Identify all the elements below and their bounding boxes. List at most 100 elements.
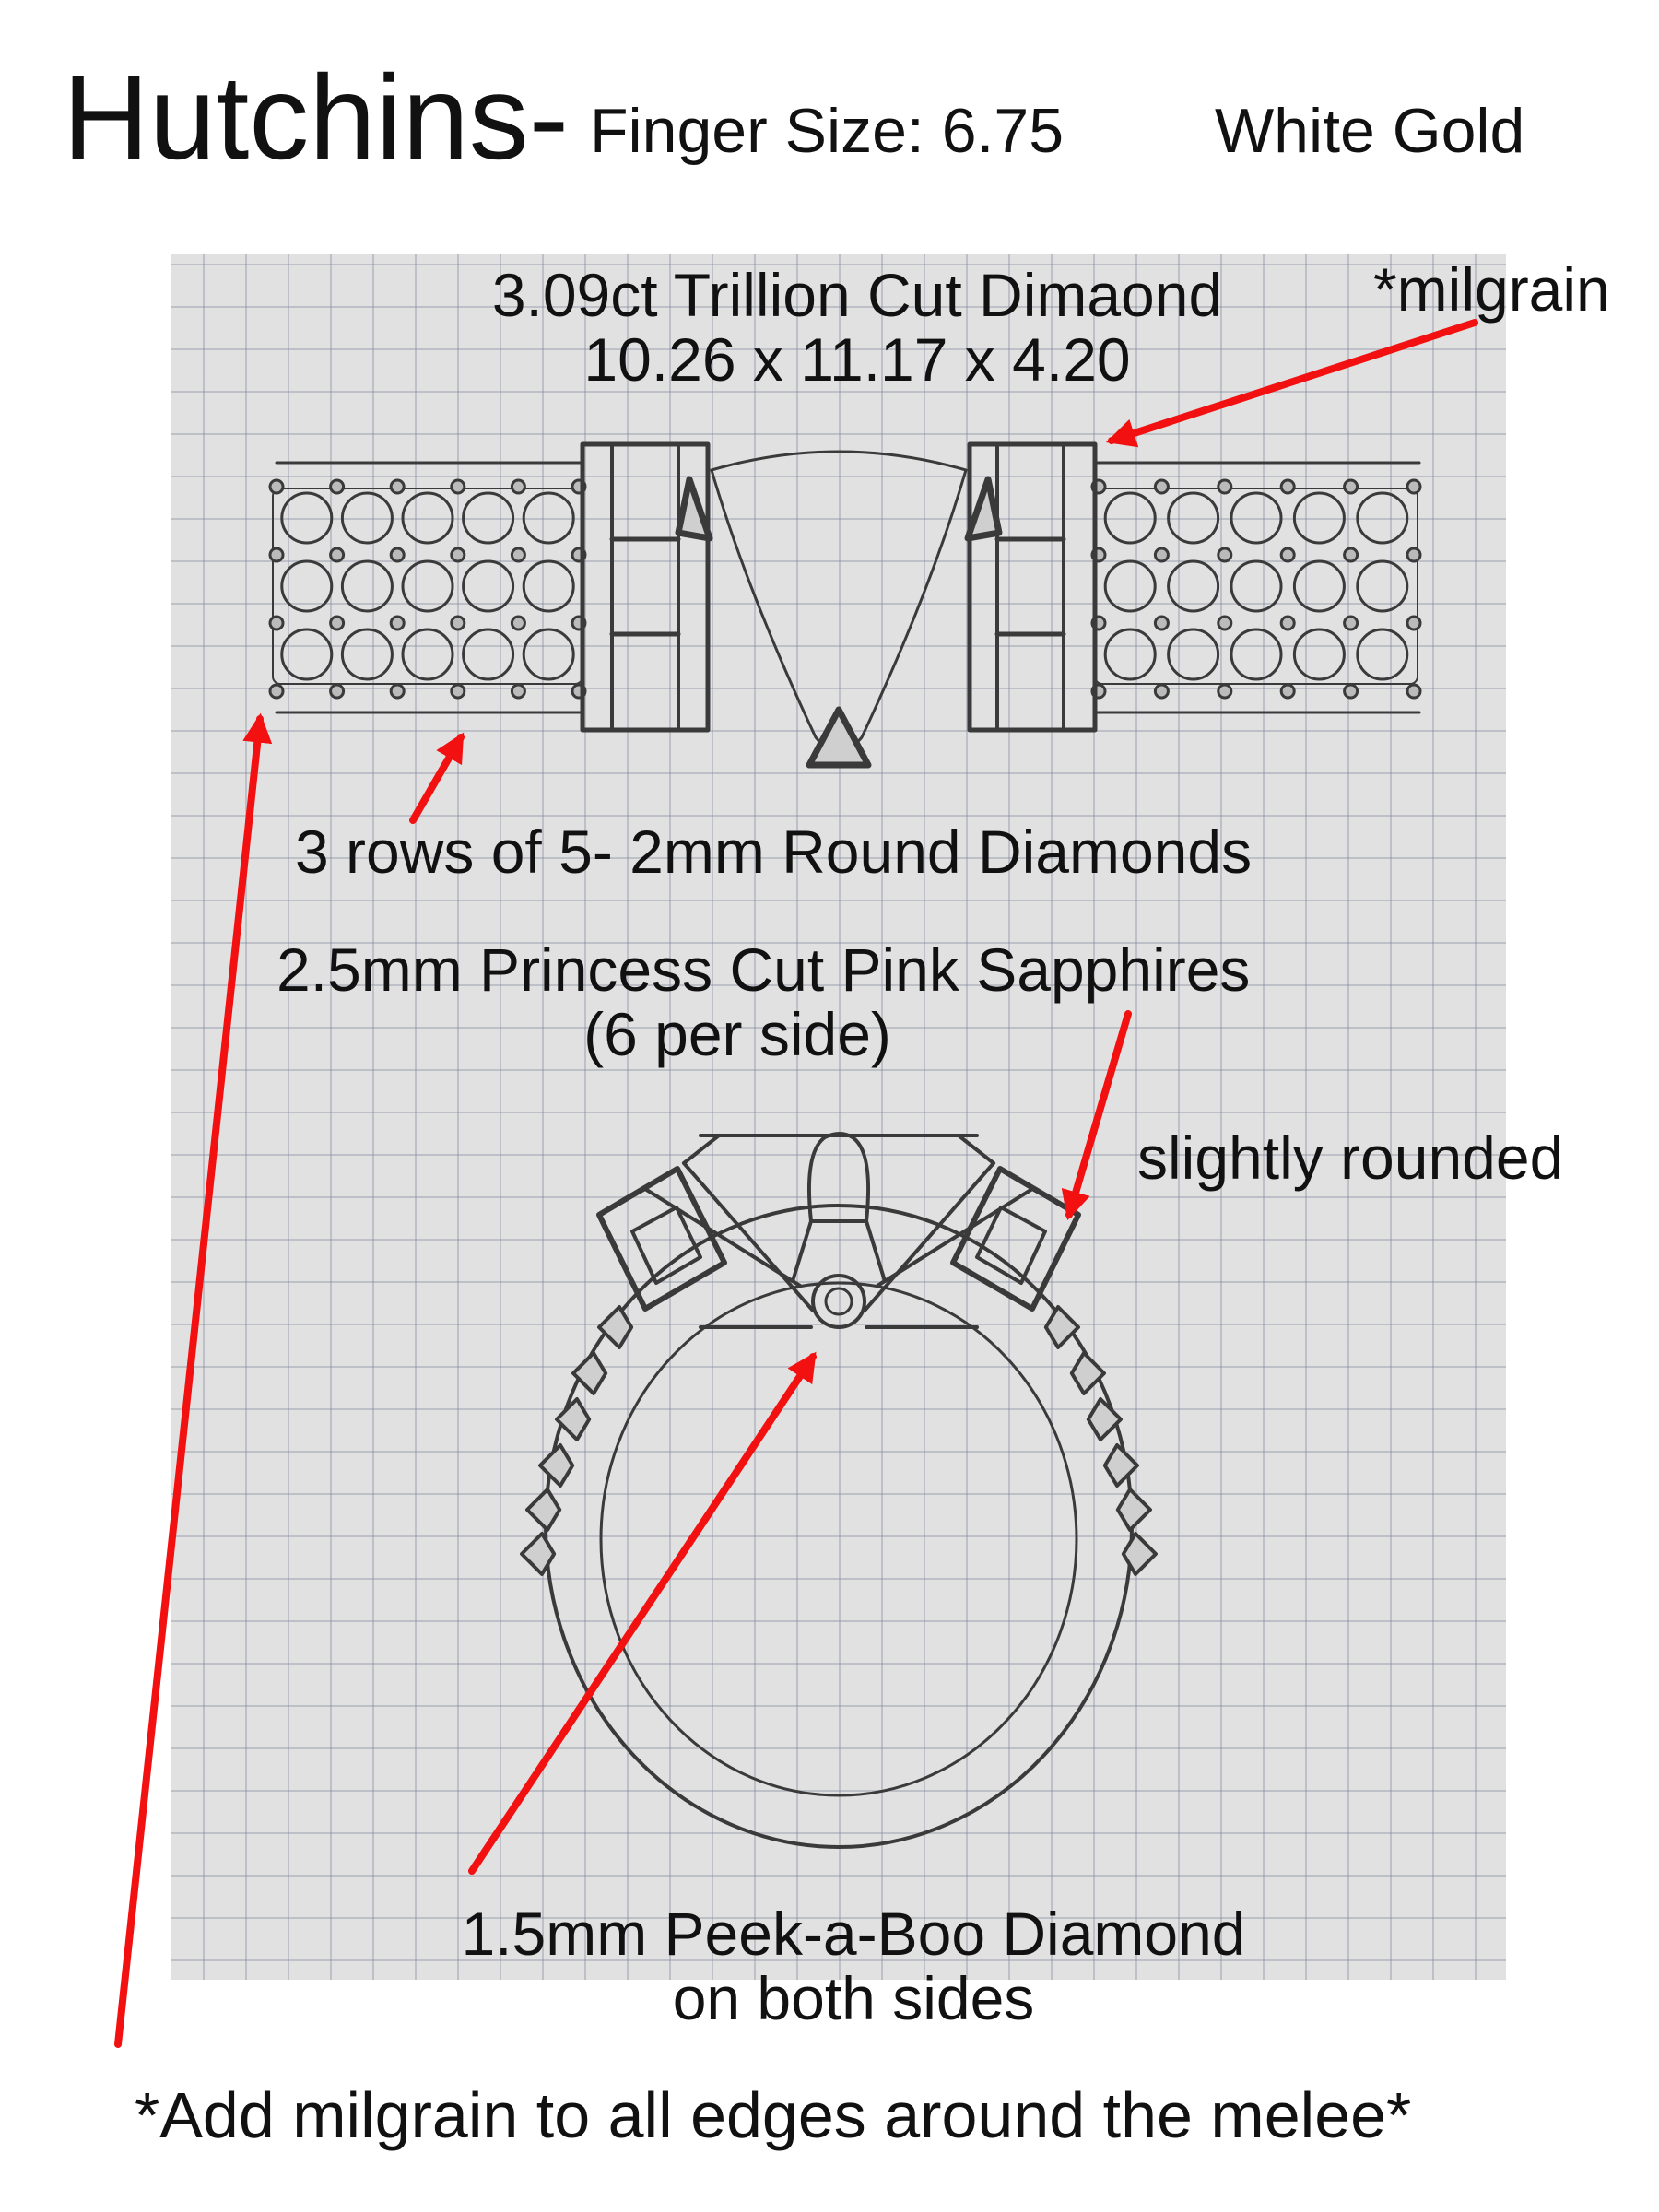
arrow-icon (1061, 1010, 1132, 1221)
milgrain-bead (329, 683, 346, 700)
ring-head (597, 1132, 1080, 1329)
milgrain-bead (1279, 478, 1296, 495)
sapphire-channel-left (580, 441, 711, 733)
side-melee-diamond (538, 1443, 575, 1488)
milgrain-note: *milgrain (1373, 255, 1610, 324)
melee-diamond (522, 628, 575, 681)
milgrain-bead (1406, 615, 1422, 631)
melee-diamond (1356, 559, 1409, 613)
side-sapphire-left (596, 1166, 727, 1312)
melee-diamond (401, 628, 454, 681)
shape-note: slightly rounded (1137, 1124, 1564, 1192)
side-melee-diamond (525, 1488, 562, 1532)
side-melee-diamond (1121, 1532, 1158, 1576)
side-melee-diamond (571, 1351, 608, 1395)
side-melee-diamond (1115, 1488, 1152, 1532)
melee-diamond (1103, 559, 1157, 613)
sapphire-line-1: 2.5mm Princess Cut Pink Sapphires (276, 935, 1251, 1004)
arrow-icon (1105, 319, 1478, 448)
milgrain-bead (329, 547, 346, 563)
melee-diamond (1167, 628, 1220, 681)
center-stone-line-1: 3.09ct Trillion Cut Dimaond (491, 261, 1223, 329)
ring-side-view-sketch (520, 1132, 1158, 1849)
milgrain-bead (450, 547, 466, 563)
milgrain-bead (1406, 683, 1422, 700)
side-melee-diamond (555, 1397, 592, 1441)
sapphire-channel-right (967, 441, 1098, 733)
side-melee-diamond (1043, 1305, 1080, 1349)
melee-diamond (1103, 491, 1157, 545)
milgrain-bead (450, 615, 466, 631)
finger-size: Finger Size: 6.75 (590, 96, 1065, 166)
arrow-icon (468, 1351, 817, 1875)
annotation-arrows (114, 319, 1478, 2048)
melee-diamond (280, 491, 334, 545)
ring-inner-band (599, 1281, 1078, 1797)
side-melee-diamond (1069, 1351, 1106, 1395)
milgrain-bead (389, 478, 406, 495)
melee-diamond (462, 491, 515, 545)
center-stone-line-2: 10.26 x 11.17 x 4.20 (583, 324, 1131, 394)
milgrain-bead (1279, 683, 1296, 700)
melee-diamond (1292, 628, 1346, 681)
melee-diamond (1292, 491, 1346, 545)
arrow-icon (409, 732, 465, 824)
melee-diamond (1103, 628, 1157, 681)
milgrain-bead (510, 547, 526, 563)
side-melee-diamond (1102, 1443, 1139, 1488)
center-stone-note: 3.09ct Trillion Cut Dimaond 10.26 x 11.1… (396, 261, 1318, 394)
melee-diamond (522, 559, 575, 613)
melee-diamond (401, 559, 454, 613)
melee-panel-left (268, 478, 587, 700)
milgrain-bead (1153, 683, 1170, 700)
milgrain-bead (268, 615, 285, 631)
melee-diamond (401, 491, 454, 545)
milgrain-bead (389, 683, 406, 700)
melee-diamond (462, 559, 515, 613)
milgrain-bead (1217, 683, 1233, 700)
milgrain-bead (1279, 547, 1296, 563)
sapphire-note: 2.5mm Princess Cut Pink Sapphires (6 per… (276, 935, 1251, 1068)
arrow-icon (114, 712, 273, 2048)
shank-edge-lines (275, 461, 1421, 714)
side-melee-right (1043, 1305, 1158, 1576)
milgrain-bead (1406, 478, 1422, 495)
peek-a-boo-line-1: 1.5mm Peek-a-Boo Diamond (461, 1900, 1246, 1968)
melee-diamond (340, 559, 394, 613)
milgrain-bead (389, 547, 406, 563)
ring-outer-band (544, 1204, 1134, 1849)
side-melee-diamond (597, 1305, 634, 1349)
melee-note: 3 rows of 5- 2mm Round Diamonds (295, 818, 1253, 886)
milgrain-bead (450, 478, 466, 495)
footer-note: *Add milgrain to all edges around the me… (135, 2079, 1412, 2151)
ring-top-view-sketch (268, 441, 1422, 769)
melee-diamond (1292, 559, 1346, 613)
melee-diamond (522, 491, 575, 545)
peek-a-boo-note: 1.5mm Peek-a-Boo Diamond on both sides (393, 1900, 1314, 2032)
melee-panel-right (1090, 478, 1422, 700)
melee-diamond (1167, 559, 1220, 613)
melee-diamond (1356, 491, 1409, 545)
milgrain-bead (510, 478, 526, 495)
side-melee-left (520, 1305, 634, 1576)
side-melee-diamond (1086, 1397, 1123, 1441)
side-sapphire-right (950, 1166, 1081, 1312)
milgrain-bead (1153, 615, 1170, 631)
sapphire-line-2: (6 per side) (583, 999, 891, 1068)
milgrain-bead (1343, 478, 1359, 495)
milgrain-bead (268, 547, 285, 563)
melee-diamond (340, 628, 394, 681)
milgrain-bead (268, 478, 285, 495)
graph-paper (171, 254, 1506, 1980)
peek-a-boo-line-2: on both sides (672, 1963, 1035, 2032)
milgrain-bead (389, 615, 406, 631)
client-name: Hutchins- (63, 50, 570, 184)
milgrain-bead (510, 683, 526, 700)
milgrain-bead (1406, 547, 1422, 563)
trillion-stone-top (675, 450, 1003, 769)
milgrain-bead (268, 683, 285, 700)
milgrain-bead (1343, 547, 1359, 563)
milgrain-bead (450, 683, 466, 700)
metal-type: White Gold (1215, 96, 1525, 166)
